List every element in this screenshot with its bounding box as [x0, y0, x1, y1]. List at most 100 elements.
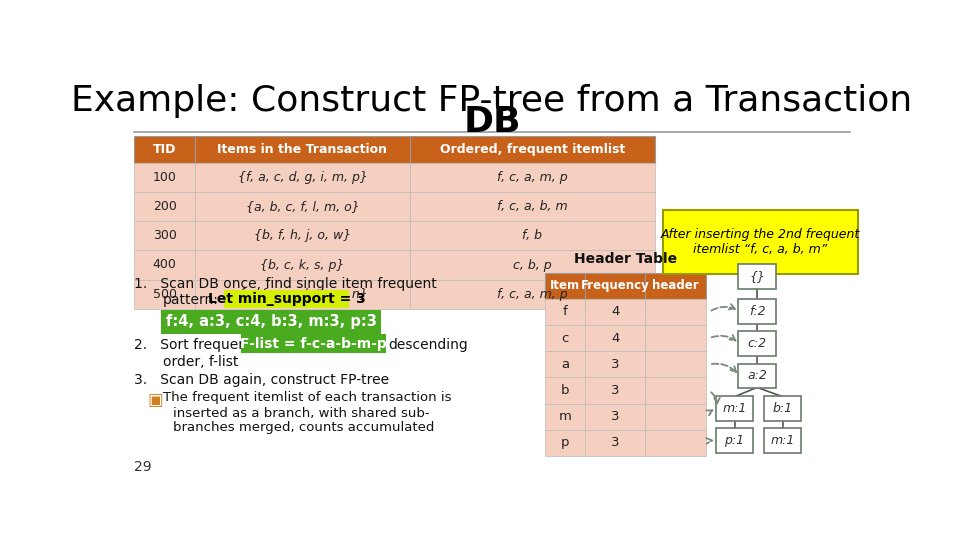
FancyBboxPatch shape [645, 430, 706, 456]
Text: 3: 3 [611, 410, 619, 423]
Text: 3.   Scan DB again, construct FP-tree: 3. Scan DB again, construct FP-tree [134, 373, 389, 387]
Text: DB: DB [464, 105, 520, 139]
FancyBboxPatch shape [195, 163, 410, 192]
FancyBboxPatch shape [134, 163, 195, 192]
FancyBboxPatch shape [241, 334, 386, 353]
FancyBboxPatch shape [195, 251, 410, 280]
Text: After inserting the 2nd frequent
itemlist “f, c, a, b, m”: After inserting the 2nd frequent itemlis… [660, 228, 860, 256]
Text: 3: 3 [611, 384, 619, 397]
Text: Item: Item [550, 279, 580, 292]
Text: b:1: b:1 [773, 402, 793, 415]
Text: 4: 4 [611, 306, 619, 319]
FancyBboxPatch shape [544, 351, 585, 377]
Text: header: header [653, 279, 699, 292]
Text: a:2: a:2 [747, 369, 767, 382]
FancyBboxPatch shape [410, 221, 655, 251]
Text: Items in the Transaction: Items in the Transaction [218, 143, 388, 156]
FancyBboxPatch shape [410, 136, 655, 163]
Text: c:2: c:2 [748, 337, 767, 350]
Text: ▣: ▣ [148, 392, 163, 409]
Text: Let min_support = 3: Let min_support = 3 [207, 292, 366, 306]
Text: 500: 500 [153, 288, 177, 301]
Text: m: m [559, 410, 571, 423]
Text: {b, c, k, s, p}: {b, c, k, s, p} [260, 259, 345, 272]
FancyBboxPatch shape [195, 136, 410, 163]
FancyBboxPatch shape [544, 430, 585, 456]
Text: {a, b, c, f, l, m, o}: {a, b, c, f, l, m, o} [246, 200, 359, 213]
FancyBboxPatch shape [195, 221, 410, 251]
Text: f:4, a:3, c:4, b:3, m:3, p:3: f:4, a:3, c:4, b:3, m:3, p:3 [166, 314, 376, 329]
Text: branches merged, counts accumulated: branches merged, counts accumulated [173, 421, 434, 434]
Text: a: a [561, 358, 569, 371]
FancyBboxPatch shape [645, 299, 706, 325]
FancyBboxPatch shape [410, 280, 655, 309]
FancyBboxPatch shape [544, 377, 585, 403]
FancyBboxPatch shape [224, 289, 349, 308]
Text: 29: 29 [134, 461, 152, 475]
Text: {f, a, c, d, g, i, m, p}: {f, a, c, d, g, i, m, p} [237, 171, 368, 184]
Text: c, b, p: c, b, p [513, 259, 552, 272]
FancyBboxPatch shape [544, 273, 585, 299]
FancyBboxPatch shape [585, 351, 645, 377]
FancyBboxPatch shape [645, 273, 706, 299]
FancyBboxPatch shape [544, 325, 585, 351]
FancyBboxPatch shape [716, 396, 754, 421]
FancyBboxPatch shape [544, 403, 585, 430]
Text: p: p [561, 436, 569, 449]
FancyBboxPatch shape [738, 331, 776, 356]
FancyBboxPatch shape [645, 325, 706, 351]
FancyBboxPatch shape [410, 163, 655, 192]
FancyBboxPatch shape [738, 363, 776, 388]
FancyBboxPatch shape [195, 192, 410, 221]
Text: 100: 100 [153, 171, 177, 184]
Text: 1.   Scan DB once, find single item frequent: 1. Scan DB once, find single item freque… [134, 276, 437, 291]
Text: f, c, a, b, m: f, c, a, b, m [497, 200, 567, 213]
Text: m:1: m:1 [722, 402, 747, 415]
FancyBboxPatch shape [585, 273, 645, 299]
Text: f, c, a, m, p: f, c, a, m, p [497, 171, 567, 184]
Text: b: b [561, 384, 569, 397]
Text: 2.   Sort frequent: 2. Sort frequent [134, 338, 257, 352]
Text: {a, f, c, e, l, p, m, n}: {a, f, c, e, l, p, m, n} [237, 288, 368, 301]
Text: p:1: p:1 [725, 434, 745, 447]
FancyBboxPatch shape [134, 251, 195, 280]
Text: {}: {} [749, 270, 765, 283]
FancyBboxPatch shape [585, 325, 645, 351]
FancyBboxPatch shape [738, 299, 776, 323]
Text: 3: 3 [611, 436, 619, 449]
FancyBboxPatch shape [764, 428, 802, 453]
Text: f:2: f:2 [749, 305, 765, 318]
Text: 400: 400 [153, 259, 177, 272]
Text: 4: 4 [611, 332, 619, 345]
Text: pattern:: pattern: [162, 294, 219, 307]
FancyBboxPatch shape [645, 403, 706, 430]
FancyBboxPatch shape [410, 192, 655, 221]
FancyBboxPatch shape [662, 210, 858, 274]
FancyBboxPatch shape [161, 310, 381, 334]
Text: TID: TID [153, 143, 177, 156]
FancyBboxPatch shape [544, 299, 585, 325]
Text: F-list = f-c-a-b-m-p: F-list = f-c-a-b-m-p [240, 336, 387, 350]
FancyBboxPatch shape [645, 351, 706, 377]
Text: The frequent itemlist of each transaction is: The frequent itemlist of each transactio… [163, 392, 452, 404]
FancyBboxPatch shape [585, 403, 645, 430]
Text: 300: 300 [153, 230, 177, 242]
Text: f: f [563, 306, 567, 319]
Text: descending: descending [388, 338, 468, 352]
Text: inserted as a branch, with shared sub-: inserted as a branch, with shared sub- [173, 407, 429, 420]
Text: 200: 200 [153, 200, 177, 213]
Text: order, f-list: order, f-list [162, 355, 238, 369]
Text: c: c [562, 332, 568, 345]
FancyBboxPatch shape [585, 430, 645, 456]
Text: Frequency: Frequency [581, 279, 650, 292]
FancyBboxPatch shape [764, 396, 802, 421]
Text: f, c, a, m, p: f, c, a, m, p [497, 288, 567, 301]
FancyBboxPatch shape [645, 377, 706, 403]
FancyBboxPatch shape [585, 377, 645, 403]
FancyBboxPatch shape [134, 221, 195, 251]
Text: Header Table: Header Table [574, 252, 677, 266]
FancyBboxPatch shape [195, 280, 410, 309]
FancyBboxPatch shape [134, 280, 195, 309]
Text: f, b: f, b [522, 230, 542, 242]
FancyBboxPatch shape [134, 192, 195, 221]
